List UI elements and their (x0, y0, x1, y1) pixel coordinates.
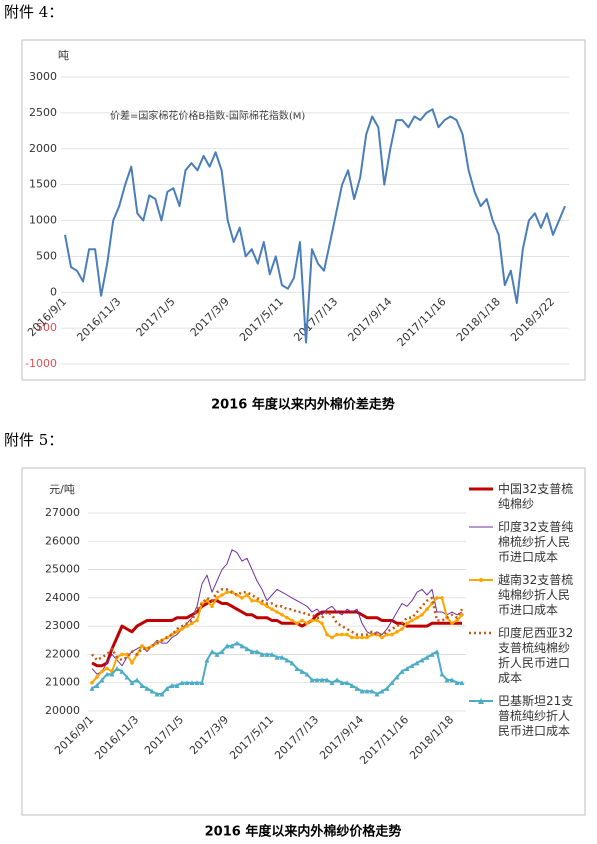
legend-entry: 中国32支普梳纯棉纱 (468, 482, 580, 512)
y-tick-label: 2000 (29, 142, 57, 155)
annotation: 价差=国家棉花价格B指数-国际棉花指数(M) (110, 109, 305, 122)
x-tick-label: 2017/1/5 (142, 713, 186, 757)
x-tick-label: 2017/11/16 (357, 713, 411, 767)
legend-label: 印度尼西亚32支普梳纯棉纱折人民币进口成本 (498, 626, 574, 685)
chart-title: 2016 年度以来内外棉价差走势 (211, 397, 395, 413)
legend-symbol (469, 578, 493, 582)
x-tick-label: 2017/1/5 (134, 295, 178, 339)
x-tick-label: 2017/3/9 (188, 295, 232, 339)
y-tick-label: 27000 (45, 506, 80, 519)
y-tick-label: 0 (50, 285, 57, 298)
legend-entry: 印度32支普纯棉梳纱折人民币进口成本 (468, 520, 580, 565)
legend-symbol (469, 526, 493, 528)
data-line (64, 108, 566, 344)
y-unit: 元/吨 (49, 483, 75, 496)
x-tick-label: 2017/7/13 (291, 295, 340, 344)
data-line (91, 599, 462, 668)
chart-title: 2016 年度以来内外棉纱价格走势 (205, 824, 402, 840)
y-tick-label: -1000 (25, 357, 57, 370)
x-tick-label: 2017/3/9 (187, 713, 231, 757)
legend-entry: 巴基斯坦21支普梳纯纱折人民币进口成本 (468, 694, 580, 739)
y-unit: 吨 (58, 49, 69, 62)
x-tick-label: 2016/9/1 (52, 713, 96, 757)
y-tick-label: 1500 (29, 178, 57, 191)
attachment-label: 附件 5： (4, 431, 63, 449)
chart-frame (21, 467, 586, 816)
chart-frame (21, 39, 586, 381)
y-tick-label: 24000 (45, 591, 80, 604)
x-tick-label: 2016/11/3 (74, 295, 123, 344)
y-tick-label: 1000 (29, 214, 57, 227)
x-tick-label: 2018/3/22 (508, 295, 557, 344)
legend-symbol (469, 698, 493, 704)
x-tick-label: 2018/1/18 (407, 713, 456, 762)
y-tick-label: 26000 (45, 534, 80, 547)
y-tick-label: 25000 (45, 563, 80, 576)
x-tick-label: 2017/7/13 (272, 713, 321, 762)
x-tick-label: 2016/11/3 (92, 713, 141, 762)
y-tick-label: 22000 (45, 647, 80, 660)
legend: 中国32支普梳纯棉纱印度32支普纯棉梳纱折人民币进口成本 越南32支普梳纯棉纱折人… (468, 482, 580, 747)
attachment-label: 附件 4： (4, 3, 63, 21)
legend-label: 巴基斯坦21支普梳纯纱折人民币进口成本 (498, 694, 574, 738)
y-tick-label: 3000 (29, 70, 57, 83)
x-tick-label: 2017/5/11 (227, 713, 276, 762)
legend-symbol (469, 487, 493, 491)
legend-marker (478, 698, 484, 704)
legend-symbol (469, 631, 493, 635)
y-tick-label: 20000 (45, 704, 80, 717)
y-tick-label: 23000 (45, 619, 80, 632)
y-tick-label: 21000 (45, 676, 80, 689)
x-tick-label: 2017/9/14 (345, 295, 394, 344)
y-tick-label: -500 (32, 321, 57, 334)
legend-entry: 越南32支普梳纯棉纱折人民币进口成本 (468, 573, 580, 618)
y-tick-label: 2500 (29, 106, 57, 119)
legend-marker (479, 578, 483, 582)
x-tick-label: 2018/1/18 (454, 295, 503, 344)
legend-label: 越南32支普梳纯棉纱折人民币进口成本 (498, 573, 574, 617)
legend-entry: 印度尼西亚32支普梳纯棉纱折人民币进口成本 (468, 626, 580, 686)
data-line (89, 640, 465, 697)
x-tick-label: 2017/5/11 (237, 295, 286, 344)
legend-label: 中国32支普梳纯棉纱 (498, 482, 574, 511)
y-tick-label: 500 (36, 249, 57, 262)
legend-label: 印度32支普纯棉梳纱折人民币进口成本 (498, 520, 574, 564)
x-tick-label: 2017/9/14 (317, 713, 366, 762)
x-tick-label: 2017/11/16 (395, 295, 449, 349)
